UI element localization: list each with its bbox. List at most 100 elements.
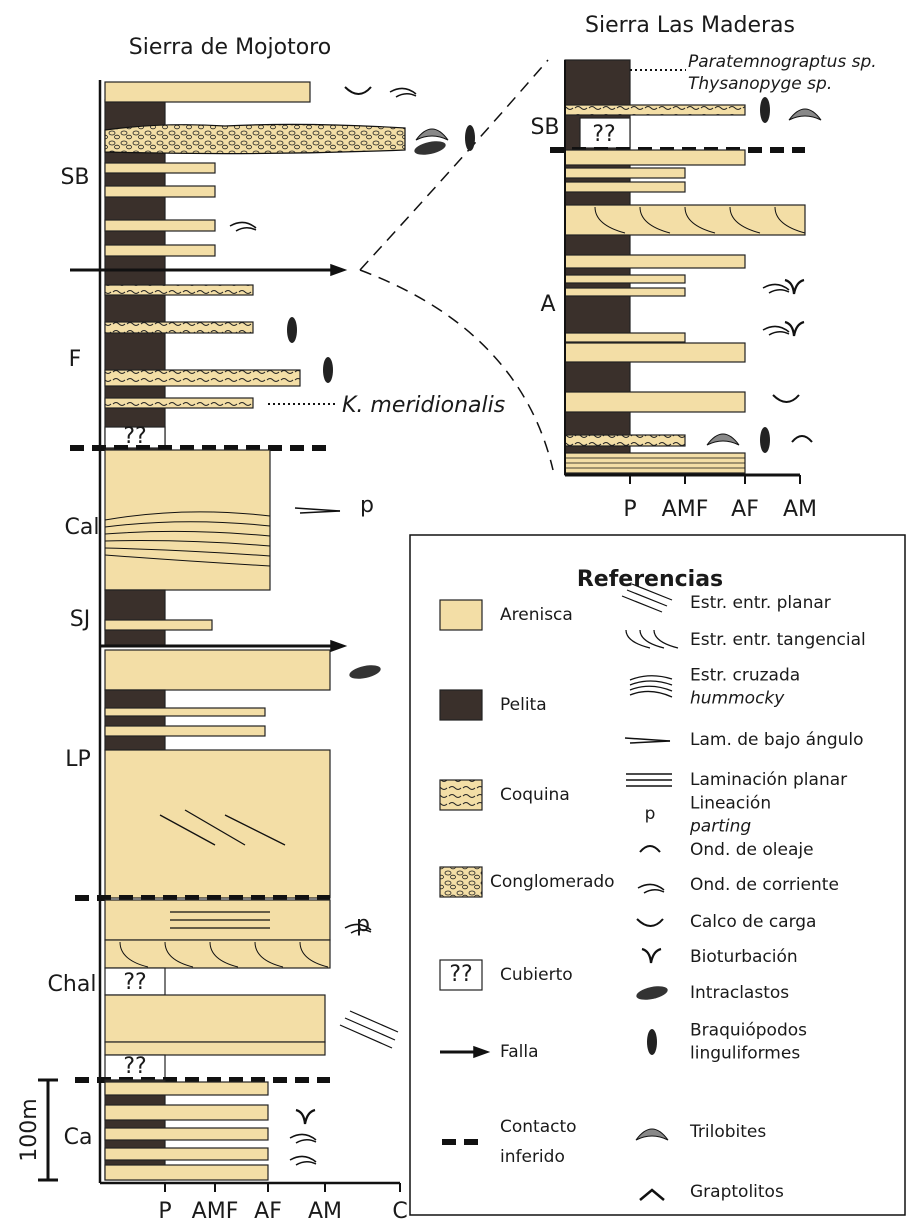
legend-swatch [439, 779, 483, 811]
bioturbation [641, 947, 662, 964]
tangential [299, 941, 329, 968]
hummocky [104, 547, 271, 557]
graptolite [639, 1188, 665, 1201]
labels: SB F Cal SJ LP Chal Ca?????? p p K. meridionalis P… [17, 52, 877, 1224]
line [624, 737, 671, 742]
covered [579, 117, 631, 149]
bed [104, 185, 216, 198]
tangential [625, 629, 651, 649]
bed [104, 649, 331, 691]
label: AM [308, 1199, 342, 1224]
label: Graptolitos [690, 1182, 784, 1202]
line [339, 1024, 393, 1049]
bed [104, 369, 301, 387]
bioturbation [784, 320, 805, 337]
bed [564, 391, 746, 413]
bed [564, 254, 746, 269]
label: ?? [449, 962, 472, 987]
bed [104, 1147, 269, 1161]
label: p [356, 912, 370, 937]
tangential [209, 941, 239, 968]
label: Intraclastos [690, 983, 789, 1003]
tangential [639, 206, 671, 234]
label: Paratemnograptus sp. [688, 52, 877, 72]
label: Ca [64, 1125, 93, 1150]
label: Chal [48, 972, 97, 997]
tangential [119, 941, 149, 968]
label: A [540, 292, 555, 317]
conglomerate [104, 123, 406, 155]
tangential [594, 206, 626, 234]
bed [104, 284, 254, 296]
label: AMF [192, 1199, 239, 1224]
pelite [104, 689, 166, 751]
trilobite [706, 433, 740, 446]
bed [104, 1081, 269, 1096]
label: Estr. cruzada [690, 666, 800, 686]
ripple-current [344, 923, 372, 934]
label: P [158, 1199, 171, 1224]
label: Braquiópodos [690, 1021, 807, 1041]
brachiopod [647, 1029, 657, 1055]
bioturbation [295, 1108, 316, 1125]
label: Estr. entr. planar [690, 593, 831, 613]
label: AF [254, 1199, 282, 1224]
line [621, 595, 663, 613]
hummocky [629, 690, 673, 698]
label: C [392, 1199, 407, 1224]
hummocky [104, 511, 271, 521]
load-cast [772, 394, 800, 403]
bed [104, 994, 326, 1043]
line [184, 809, 246, 846]
label: Contacto [500, 1117, 577, 1137]
bed [104, 1164, 269, 1181]
pelite [104, 99, 166, 451]
legend-swatch [439, 866, 483, 898]
hummocky [104, 521, 271, 528]
label: ?? [592, 122, 615, 147]
label: Pelita [500, 695, 547, 715]
trilobite [415, 128, 449, 141]
hummocky [629, 675, 673, 681]
bed [104, 162, 216, 174]
fault-arrow [330, 263, 348, 277]
fault-arrow [330, 639, 348, 653]
label: Cal [65, 515, 100, 540]
bed [564, 342, 746, 363]
load-cast [344, 86, 372, 95]
label: SJ [70, 607, 90, 632]
label: Lam. de bajo ángulo [690, 730, 864, 750]
label: AF [731, 497, 759, 522]
label: p [645, 804, 656, 824]
label: inferido [500, 1147, 565, 1167]
bed [564, 274, 686, 284]
title-left: Sierra de Mojotoro [129, 35, 331, 60]
label: hummocky [690, 689, 785, 709]
label: SB [530, 115, 559, 140]
ripple-current [229, 221, 257, 232]
line [344, 1017, 396, 1041]
intraclast [349, 665, 381, 679]
label: AM [783, 497, 817, 522]
line [224, 814, 286, 846]
label: Lineación [690, 794, 771, 814]
label: Estr. entr. tangencial [690, 630, 866, 650]
bed [104, 749, 331, 899]
label: Trilobites [689, 1122, 766, 1142]
legend-box [409, 534, 906, 1216]
line [626, 589, 668, 607]
bed [104, 219, 216, 232]
tangential [639, 629, 665, 649]
ripple-current [762, 325, 790, 336]
label: Cubierto [500, 965, 573, 985]
label: Referencias [577, 567, 723, 592]
bed [564, 167, 686, 179]
bed [564, 332, 686, 343]
ripple-current [289, 1155, 317, 1166]
label: K. meridionalis [342, 393, 505, 418]
bed [104, 397, 254, 409]
title-right: Sierra Las Maderas [585, 13, 795, 38]
wave-ripple [639, 845, 661, 853]
line [631, 583, 673, 601]
hummocky [104, 540, 271, 547]
